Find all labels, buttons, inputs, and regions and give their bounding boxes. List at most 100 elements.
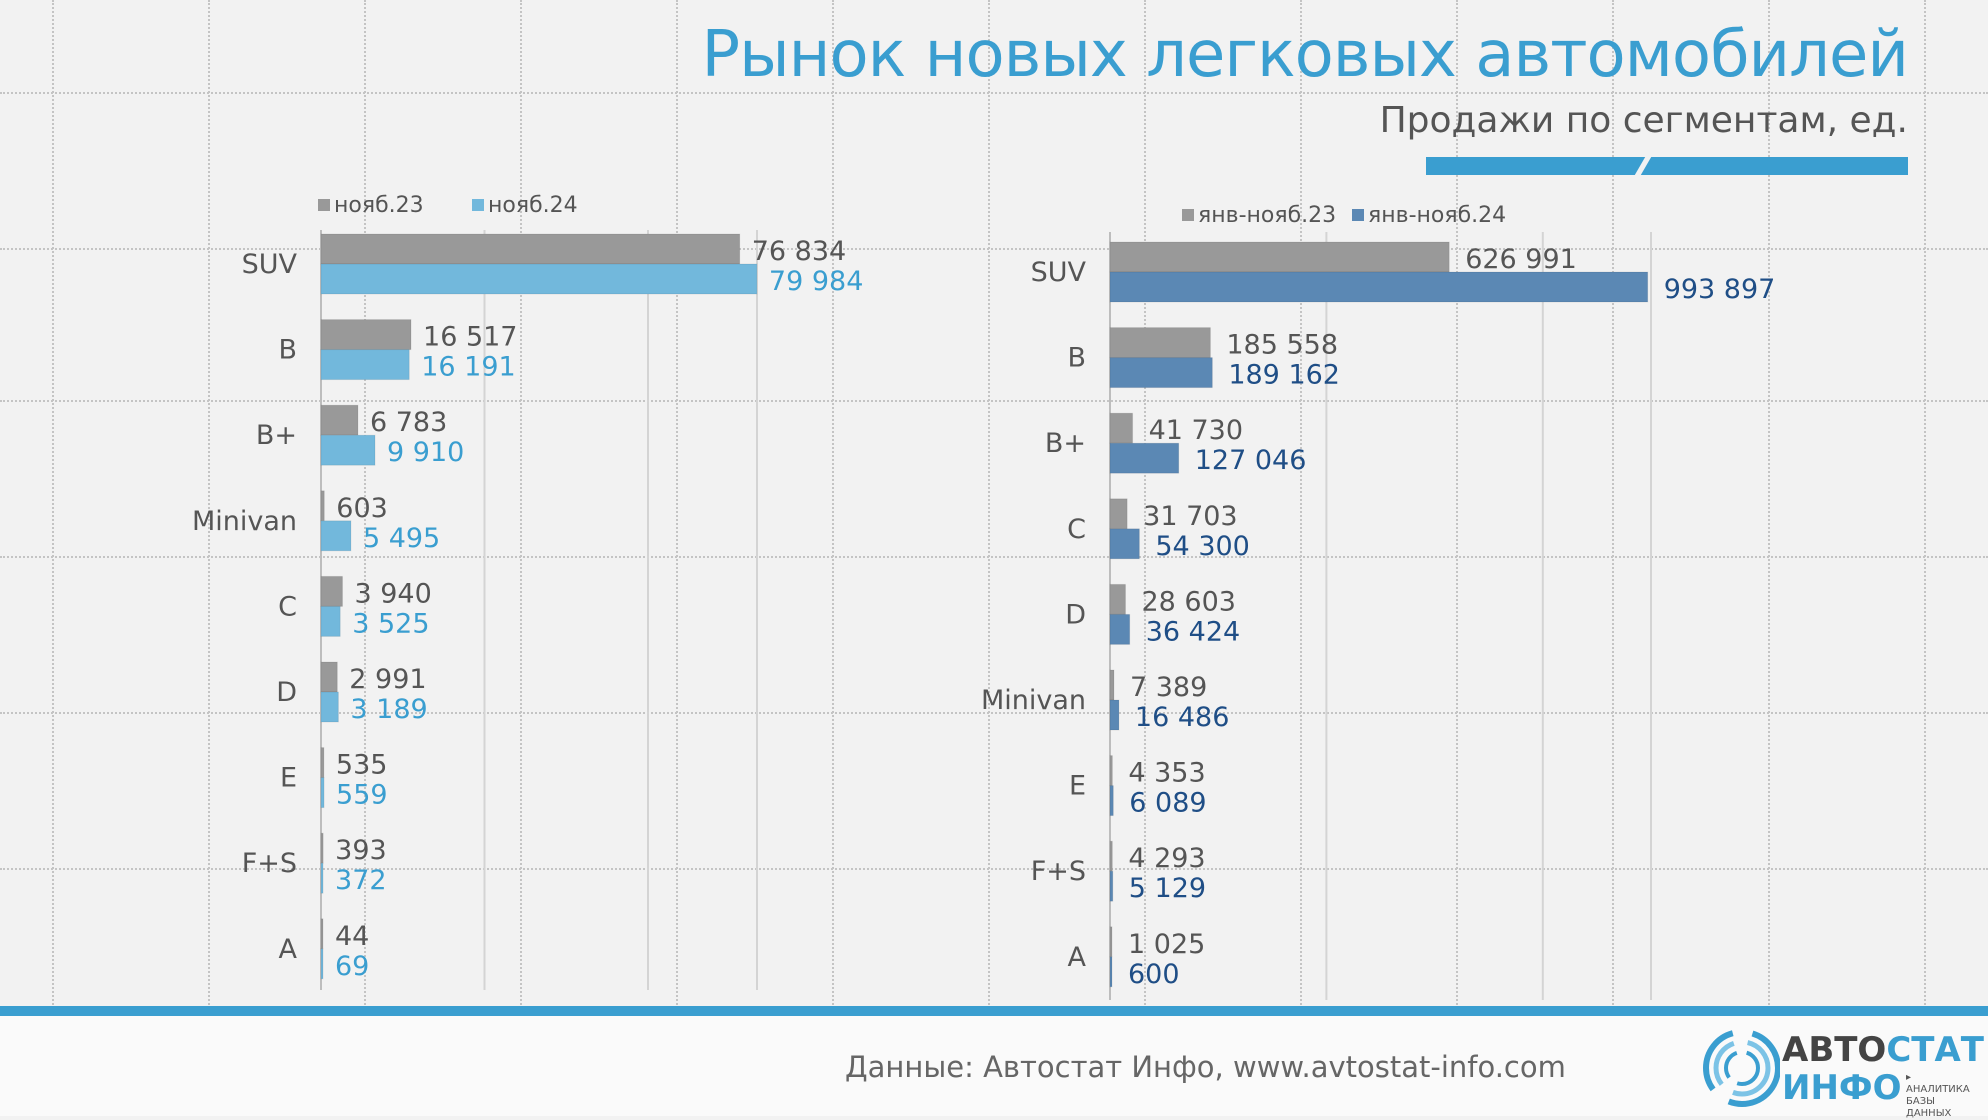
data-label: 993 897 — [1664, 274, 1776, 305]
legend-swatch-1 — [1352, 209, 1364, 221]
bar-prev — [320, 233, 741, 265]
data-label: 5 129 — [1129, 873, 1206, 904]
data-label: 76 834 — [752, 236, 846, 267]
data-label: 127 046 — [1195, 445, 1307, 476]
bar-curr — [320, 605, 341, 637]
data-label: 600 — [1128, 959, 1180, 990]
page-title: Рынок новых легковых автомобилей — [701, 18, 1909, 92]
data-label: 535 — [336, 750, 388, 781]
accent-bar — [1426, 157, 1908, 175]
bar-curr — [320, 349, 410, 381]
category-label: SUV — [1031, 257, 1087, 288]
data-label: 4 353 — [1128, 758, 1205, 789]
data-label: 36 424 — [1146, 616, 1240, 647]
category-label: B+ — [1045, 428, 1086, 459]
bar-curr — [1109, 785, 1114, 817]
bar-prev — [1109, 498, 1128, 530]
legend-swatch-0 — [1182, 209, 1194, 221]
data-label: 5 495 — [363, 523, 440, 554]
bar-curr — [320, 263, 758, 295]
data-label: 16 191 — [421, 352, 515, 383]
category-label: F+S — [242, 848, 297, 879]
logo-wordmark-stat: СТАТ — [1886, 1030, 1984, 1070]
data-label: 372 — [335, 865, 387, 896]
bar-curr — [1109, 442, 1180, 474]
bar-prev — [1109, 241, 1450, 273]
bar-curr — [1109, 699, 1120, 731]
bar-curr — [320, 862, 324, 894]
legend-swatch-1 — [472, 199, 484, 211]
data-label: 3 525 — [352, 608, 429, 639]
bar-prev — [1109, 755, 1113, 787]
category-label: C — [278, 591, 297, 622]
data-label: 44 — [335, 921, 369, 952]
data-label: 626 991 — [1465, 244, 1577, 275]
legend-label-1: янв-нояб.24 — [1368, 203, 1506, 228]
footer-band — [0, 1006, 1988, 1016]
category-label: B — [1067, 343, 1086, 374]
legend-label-0: нояб.23 — [334, 193, 424, 218]
category-label: C — [1067, 514, 1086, 545]
page-subtitle: Продажи по сегментам, ед. — [1379, 100, 1908, 141]
data-label: 79 984 — [769, 266, 863, 297]
data-label: 54 300 — [1155, 531, 1249, 562]
logo-wordmark-bottom: ИНФО — [1782, 1068, 1902, 1108]
data-label: 3 940 — [354, 578, 431, 609]
category-label: E — [1069, 771, 1086, 802]
data-label: 4 293 — [1128, 843, 1205, 874]
logo-swirl-icon — [1703, 1029, 1780, 1107]
legend-swatch-0 — [318, 199, 330, 211]
bar-curr — [1109, 870, 1114, 902]
bar-prev — [1109, 327, 1211, 359]
data-label: 185 558 — [1226, 330, 1338, 361]
data-label: 7 389 — [1130, 672, 1207, 703]
logo-wordmark-avto: АВТО — [1782, 1030, 1887, 1070]
data-label: 559 — [336, 780, 388, 811]
data-label: 31 703 — [1143, 501, 1237, 532]
data-label: 189 162 — [1228, 360, 1340, 391]
bar-prev — [1109, 412, 1134, 444]
bar-curr — [1109, 271, 1649, 303]
category-label: D — [276, 677, 297, 708]
bar-curr — [320, 777, 325, 809]
bar-curr — [1109, 613, 1131, 645]
bar-prev — [1109, 840, 1113, 872]
logo-tagline: ▸ АНАЛИТИКА БАЗЫ ДАННЫХ — [1906, 1072, 1970, 1119]
bar-curr — [1109, 956, 1113, 988]
category-label: A — [1068, 942, 1087, 973]
bar-curr — [320, 691, 339, 723]
data-label: 393 — [335, 835, 387, 866]
category-label: B+ — [256, 420, 297, 451]
data-label: 2 991 — [349, 664, 426, 695]
data-label: 16 517 — [423, 322, 517, 353]
bar-curr — [1109, 357, 1213, 389]
logo-wordmark-top: АВТОСТАТ — [1782, 1030, 1984, 1070]
data-label: 69 — [335, 951, 369, 982]
avtostat-logo: АВТОСТАТ ИНФО ▸ АНАЛИТИКА БАЗЫ ДАННЫХ — [1700, 1026, 1984, 1119]
data-label: 3 189 — [350, 694, 427, 725]
category-label: E — [280, 763, 297, 794]
bar-prev — [1109, 926, 1113, 958]
bar-prev — [1109, 583, 1126, 615]
data-label: 6 089 — [1129, 788, 1206, 819]
bar-curr — [320, 948, 324, 980]
data-label: 28 603 — [1141, 586, 1235, 617]
category-label: B — [278, 335, 297, 366]
data-label: 1 025 — [1128, 929, 1205, 960]
legend-label-0: янв-нояб.23 — [1198, 203, 1336, 228]
source-note: Данные: Автостат Инфо, www.avtostat-info… — [845, 1050, 1566, 1084]
category-label: Minivan — [981, 685, 1086, 716]
bar-prev — [320, 319, 412, 351]
category-label: A — [279, 934, 298, 965]
legend-label-1: нояб.24 — [488, 193, 578, 218]
category-label: D — [1065, 599, 1086, 630]
data-label: 603 — [336, 493, 388, 524]
data-label: 9 910 — [387, 437, 464, 468]
bar-curr — [1109, 528, 1140, 560]
category-label: SUV — [242, 249, 298, 280]
footer — [0, 1016, 1988, 1116]
category-label: F+S — [1031, 856, 1086, 887]
chart-ytd: янв-нояб.23 янв-нояб.24 SUV 626 991 993 897 B… — [981, 203, 1776, 1000]
bar-curr — [320, 520, 352, 552]
